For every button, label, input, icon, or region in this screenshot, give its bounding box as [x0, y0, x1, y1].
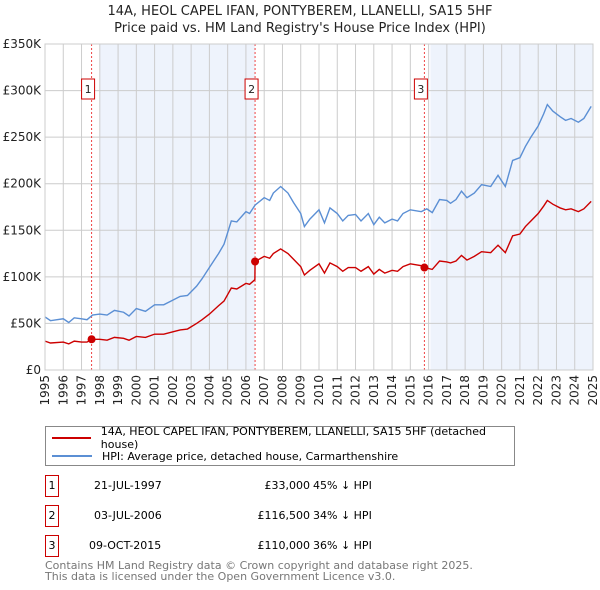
x-tick-label: 1998	[93, 375, 107, 406]
x-tick-label: 2022	[531, 375, 545, 406]
sale-label-box	[244, 78, 259, 100]
sale-hpi-diff: 36% ↓ HPI	[313, 539, 372, 552]
x-tick-label: 2000	[129, 375, 143, 406]
sale-label: 1	[85, 83, 92, 96]
sale-label: 2	[248, 83, 255, 96]
sale-point	[87, 335, 96, 344]
sale-label-box	[81, 78, 96, 100]
sale-row: 1 21-JUL-1997 £33,000 45% ↓ HPI	[45, 475, 445, 497]
x-tick-label: 2012	[349, 375, 363, 406]
legend: 14A, HEOL CAPEL IFAN, PONTYBEREM, LLANEL…	[45, 425, 515, 466]
sale-marker-badge: 1	[45, 475, 59, 497]
sale-price: £116,500	[257, 509, 311, 522]
x-tick-label: 2010	[312, 375, 326, 406]
x-tick-label: 2002	[166, 375, 180, 406]
x-tick-label: 1995	[38, 375, 52, 406]
y-tick-label: £100K	[3, 270, 43, 284]
x-tick-label: 1997	[75, 375, 89, 406]
x-tick-label: 2008	[275, 375, 289, 406]
chart-title: 14A, HEOL CAPEL IFAN, PONTYBEREM, LLANEL…	[107, 4, 493, 19]
sale-marker-badge: 2	[45, 505, 59, 527]
sale-date: 21-JUL-1997	[94, 479, 162, 492]
x-tick-label: 2025	[586, 375, 600, 406]
sale-hpi-diff: 45% ↓ HPI	[313, 479, 372, 492]
sale-price: £110,000	[257, 539, 311, 552]
y-tick-label: £300K	[3, 84, 43, 98]
x-tick-label: 2001	[148, 375, 162, 406]
y-tick-label: £150K	[3, 223, 43, 237]
sale-date: 03-JUL-2006	[94, 509, 162, 522]
x-tick-label: 2018	[458, 375, 472, 406]
x-tick-label: 2017	[440, 375, 454, 406]
y-tick-label: £200K	[3, 177, 43, 191]
plot-border	[44, 43, 594, 371]
shaded-period	[430, 44, 593, 370]
legend-label-hpi: HPI: Average price, detached house, Carm…	[102, 449, 399, 463]
sale-point	[251, 257, 260, 266]
chart-subtitle: Price paid vs. HM Land Registry's House …	[114, 21, 486, 36]
legend-swatch-blue	[52, 455, 92, 457]
y-tick-label: £350K	[3, 37, 43, 51]
sale-price: £33,000	[264, 479, 311, 492]
x-tick-label: 2011	[330, 375, 344, 406]
shaded-period	[99, 44, 256, 370]
footer-copyright: Contains HM Land Registry data © Crown c…	[45, 559, 473, 572]
x-tick-label: 2014	[385, 375, 399, 406]
x-tick-label: 2007	[257, 375, 271, 406]
sale-point	[420, 263, 429, 272]
property-price-line	[44, 199, 592, 345]
x-tick-label: 2013	[367, 375, 381, 406]
footer-licence: This data is licensed under the Open Gov…	[45, 570, 396, 583]
sale-date: 09-OCT-2015	[89, 539, 162, 552]
x-tick-label: 2006	[239, 375, 253, 406]
sale-hpi-diff: 34% ↓ HPI	[313, 509, 372, 522]
sale-marker-badge: 3	[45, 535, 59, 557]
x-tick-label: 2004	[202, 375, 216, 406]
legend-swatch-red	[52, 437, 91, 439]
sale-label-box	[413, 78, 428, 100]
x-tick-label: 2005	[221, 375, 235, 406]
hpi-line	[44, 103, 592, 324]
x-tick-label: 2016	[422, 375, 436, 406]
x-tick-label: 2015	[403, 375, 417, 406]
x-tick-label: 1996	[56, 375, 70, 406]
price-chart: £0 £50K £100K £150K £200K £250K £300K £350K 1995…	[3, 37, 600, 406]
y-tick-label: £50K	[10, 316, 42, 330]
legend-item-hpi: HPI: Average price, detached house, Carm…	[52, 448, 398, 464]
footer: Contains HM Land Registry data © Crown c…	[45, 560, 473, 582]
x-tick-label: 2019	[476, 375, 490, 406]
y-tick-label: £250K	[3, 130, 43, 144]
sale-row: 3 09-OCT-2015 £110,000 36% ↓ HPI	[45, 535, 445, 557]
x-tick-label: 2021	[513, 375, 527, 406]
y-tick-label: £0	[26, 363, 41, 377]
x-tick-label: 1999	[111, 375, 125, 406]
x-tick-label: 2023	[549, 375, 563, 406]
legend-label-property: 14A, HEOL CAPEL IFAN, PONTYBEREM, LLANEL…	[100, 425, 486, 451]
sale-row: 2 03-JUL-2006 £116,500 34% ↓ HPI	[45, 505, 445, 527]
sale-label: 3	[417, 83, 424, 96]
x-tick-label: 2024	[568, 375, 582, 406]
legend-item-property: 14A, HEOL CAPEL IFAN, PONTYBEREM, LLANEL…	[52, 425, 514, 451]
x-tick-label: 2009	[294, 375, 308, 406]
x-tick-label: 2020	[495, 375, 509, 406]
x-tick-label: 2003	[184, 375, 198, 406]
